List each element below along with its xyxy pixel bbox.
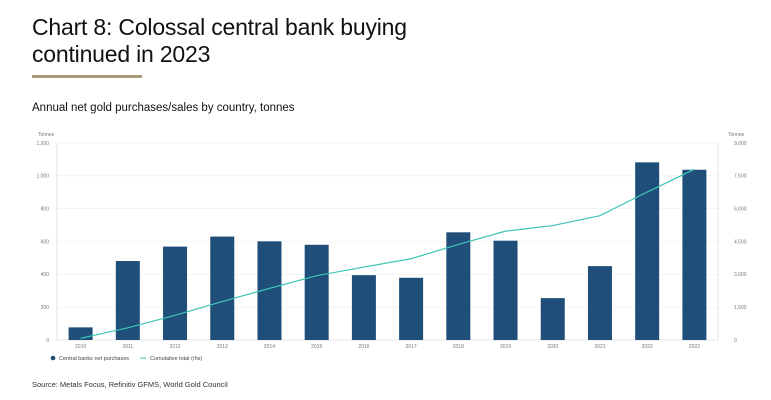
x-tick-label: 2018 [453,344,464,350]
x-tick-label: 2014 [264,344,275,350]
bar-2023 [682,169,707,340]
bar-2011 [115,261,140,340]
x-tick-label: 2021 [594,344,605,350]
chart-title-line2: continued in 2023 [32,41,211,67]
bar-2020 [540,298,565,340]
x-tick-label: 2019 [500,344,511,350]
legend: Central banks net purchases Cumulative t… [50,355,202,362]
bar-2017 [399,277,424,340]
y2-tick-label: 3,000 [734,272,747,278]
x-tick-label: 2017 [406,344,417,350]
source-note: Source: Metals Focus, Refinitiv GFMS, Wo… [32,380,228,389]
x-tick-label: 2011 [122,344,133,350]
y2-tick-label: 7,500 [734,174,747,180]
y-tick-label: 1,000 [36,174,49,180]
y-tick-label: 1,200 [36,141,49,147]
y2-tick-label: 1,500 [734,305,747,311]
x-tick-label: 2020 [547,344,558,350]
y2-tick-label: 6,000 [734,206,747,212]
x-tick-label: 2016 [358,344,369,350]
y-tick-label: 0 [46,338,49,344]
bar-2013 [210,236,235,340]
cumulative-line [80,168,695,339]
chart-subtitle: Annual net gold purchases/sales by count… [32,102,295,114]
chart-title-line1: Chart 8: Colossal central bank buying [32,14,407,40]
legend-line-label: Cumulative total (rhs) [150,356,202,362]
x-tick-label: 2022 [642,344,653,350]
y2-tick-label: 4,500 [734,239,747,245]
y-axis-label: Tonnes [38,132,55,138]
bar-2016 [351,275,376,340]
title-underline [32,75,142,78]
x-tick-label: 2013 [217,344,228,350]
bar-2015 [304,244,329,340]
bar-2022 [635,162,660,340]
legend-bar-marker [50,355,56,361]
bar-2012 [163,246,188,340]
y-tick-label: 400 [41,272,50,278]
legend-bar-label: Central banks net purchases [59,356,129,362]
y-tick-label: 600 [41,239,50,245]
chart-title: Chart 8: Colossal central bank buying co… [32,14,407,68]
y2-axis-label: Tonnes [728,132,745,138]
y-tick-label: 800 [41,206,50,212]
x-tick-label: 2010 [75,344,86,350]
x-tick-label: 2015 [311,344,322,350]
y2-tick-label: 0 [734,338,737,344]
bar-2018 [446,232,471,340]
x-tick-label: 2012 [169,344,180,350]
bar-2019 [493,240,518,340]
y-tick-label: 200 [41,305,50,311]
bar-2021 [587,266,612,340]
y2-tick-label: 9,000 [734,141,747,147]
x-tick-label: 2023 [689,344,700,350]
